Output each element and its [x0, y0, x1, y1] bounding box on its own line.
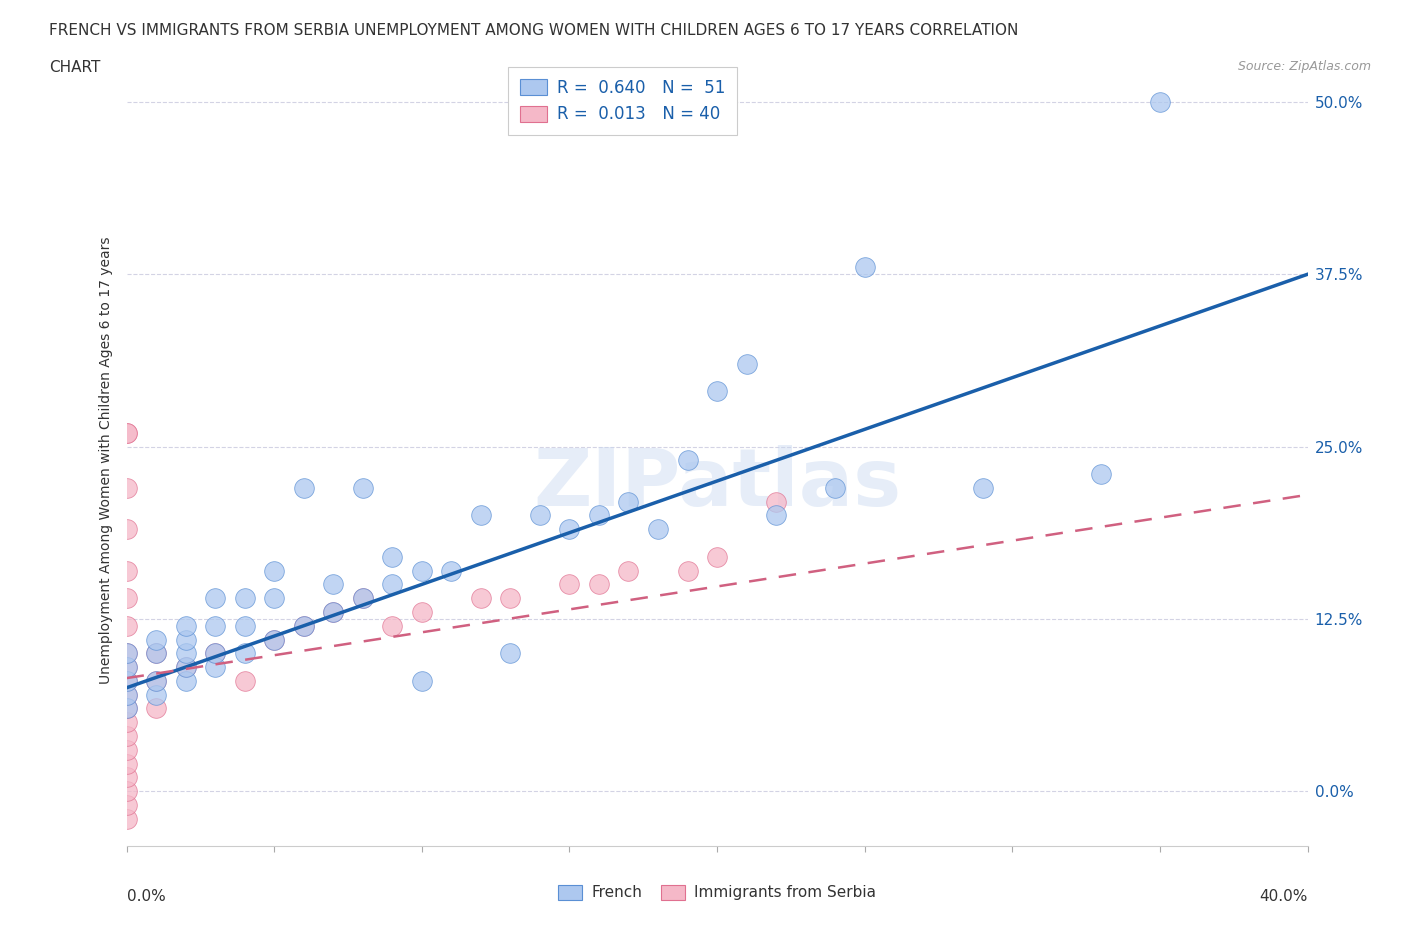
Point [381, 618, 404, 633]
Text: Source: ZipAtlas.com: Source: ZipAtlas.com [1237, 60, 1371, 73]
Point [204, 646, 226, 661]
Point [381, 550, 404, 565]
Point [558, 522, 581, 537]
Point [292, 618, 315, 633]
Point [292, 481, 315, 496]
Point [115, 770, 138, 785]
Point [529, 508, 551, 523]
Point [1090, 467, 1112, 482]
Point [145, 632, 167, 647]
Point [1149, 95, 1171, 110]
Point [558, 577, 581, 591]
Point [115, 564, 138, 578]
Point [115, 728, 138, 743]
Point [145, 646, 167, 661]
Point [322, 604, 344, 619]
Point [263, 564, 285, 578]
Point [145, 673, 167, 688]
Point [145, 687, 167, 702]
Point [204, 659, 226, 674]
Point [115, 742, 138, 757]
Point [115, 811, 138, 826]
Point [174, 659, 197, 674]
Text: ZIPatlas: ZIPatlas [533, 445, 901, 523]
Point [115, 591, 138, 605]
Point [263, 632, 285, 647]
Y-axis label: Unemployment Among Women with Children Ages 6 to 17 years: Unemployment Among Women with Children A… [100, 236, 114, 684]
Point [115, 687, 138, 702]
Point [676, 564, 699, 578]
Text: 0.0%: 0.0% [127, 889, 166, 904]
Point [115, 425, 138, 440]
Point [352, 591, 374, 605]
Point [115, 481, 138, 496]
Point [470, 508, 492, 523]
Point [440, 564, 463, 578]
Text: FRENCH VS IMMIGRANTS FROM SERBIA UNEMPLOYMENT AMONG WOMEN WITH CHILDREN AGES 6 T: FRENCH VS IMMIGRANTS FROM SERBIA UNEMPLO… [49, 23, 1018, 38]
Point [322, 577, 344, 591]
Point [972, 481, 994, 496]
Point [115, 756, 138, 771]
Point [233, 618, 256, 633]
Point [263, 632, 285, 647]
Point [145, 701, 167, 716]
Point [765, 494, 787, 509]
Point [499, 646, 522, 661]
Point [115, 715, 138, 730]
Point [706, 384, 728, 399]
Point [115, 701, 138, 716]
Point [115, 673, 138, 688]
Point [115, 646, 138, 661]
Point [617, 564, 640, 578]
Point [115, 522, 138, 537]
Point [233, 591, 256, 605]
Point [706, 550, 728, 565]
Text: 40.0%: 40.0% [1260, 889, 1308, 904]
Text: CHART: CHART [49, 60, 101, 75]
Point [588, 508, 610, 523]
Point [233, 673, 256, 688]
Point [233, 646, 256, 661]
Point [499, 591, 522, 605]
Point [411, 564, 433, 578]
Point [322, 604, 344, 619]
Point [470, 591, 492, 605]
Point [204, 591, 226, 605]
Point [765, 508, 787, 523]
Point [145, 646, 167, 661]
Point [115, 687, 138, 702]
Point [174, 646, 197, 661]
Point [204, 646, 226, 661]
Point [115, 425, 138, 440]
Point [292, 618, 315, 633]
Point [411, 673, 433, 688]
Point [115, 646, 138, 661]
Point [174, 632, 197, 647]
Point [617, 494, 640, 509]
Point [381, 577, 404, 591]
Point [853, 260, 876, 275]
Point [115, 618, 138, 633]
Point [263, 591, 285, 605]
Point [115, 659, 138, 674]
Point [174, 673, 197, 688]
Point [174, 618, 197, 633]
Point [145, 673, 167, 688]
Point [588, 577, 610, 591]
Point [647, 522, 669, 537]
Point [115, 701, 138, 716]
Point [824, 481, 846, 496]
Point [352, 591, 374, 605]
Point [411, 604, 433, 619]
Point [676, 453, 699, 468]
Point [204, 618, 226, 633]
Legend: French, Immigrants from Serbia: French, Immigrants from Serbia [550, 877, 884, 908]
Point [115, 673, 138, 688]
Point [115, 659, 138, 674]
Point [115, 784, 138, 799]
Point [174, 659, 197, 674]
Point [735, 356, 758, 371]
Point [352, 481, 374, 496]
Point [115, 798, 138, 813]
